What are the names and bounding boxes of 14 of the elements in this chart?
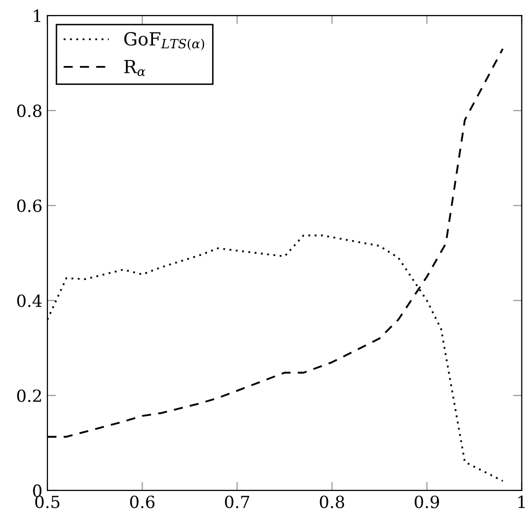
y-tick-label: 0.4 <box>17 294 42 308</box>
x-tick-label: 0.6 <box>130 496 154 508</box>
legend-label: R$_{α}$ <box>124 60 146 76</box>
y-tick-label: 0.2 <box>17 389 41 402</box>
x-tick-label: 0.5 <box>35 496 60 508</box>
x-tick-label: 1 <box>518 496 525 508</box>
y-tick-label: 0 <box>33 484 42 498</box>
x-tick-label: 0.9 <box>414 496 439 508</box>
x-tick-label: 0.7 <box>224 496 250 508</box>
x-tick-label: 0.8 <box>320 496 344 508</box>
y-tick-label: 1 <box>34 10 40 22</box>
legend-label: GoF$_{LTS(α)}$ <box>124 32 204 50</box>
y-tick-label: 0.6 <box>17 199 42 212</box>
y-tick-label: 0.8 <box>17 104 42 118</box>
